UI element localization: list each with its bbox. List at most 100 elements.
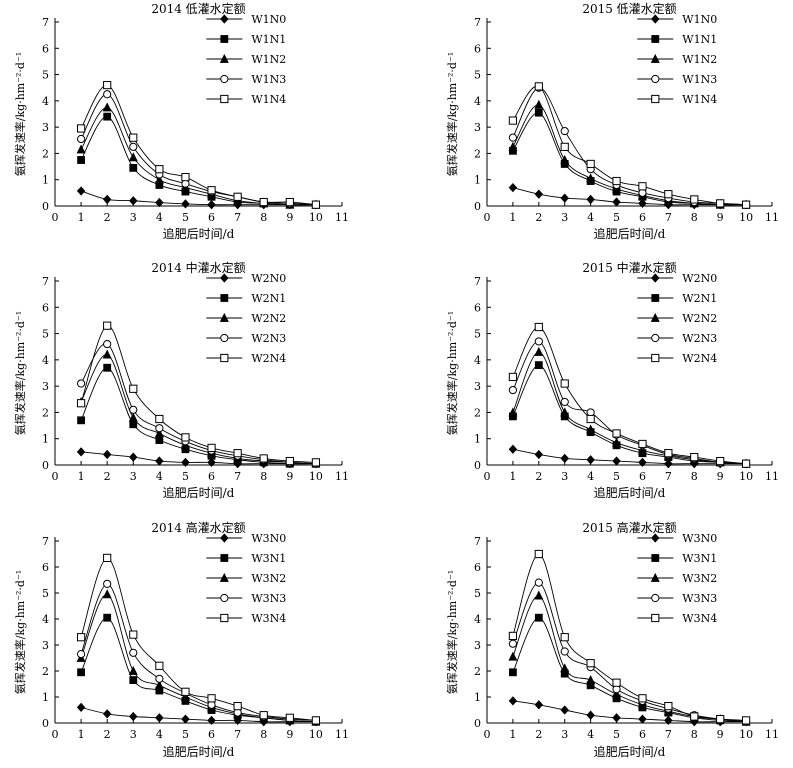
- legend-label: W2N2: [682, 312, 717, 325]
- series-W3N2: [76, 589, 321, 726]
- data-point: [508, 133, 518, 142]
- data-point: [508, 385, 518, 395]
- y-tick-label: 6: [474, 42, 481, 55]
- series-line: [512, 341, 747, 465]
- x-tick-label: 5: [613, 211, 620, 224]
- y-tick-label: 2: [474, 665, 481, 678]
- data-point: [129, 133, 138, 142]
- x-tick-label: 9: [286, 728, 293, 741]
- data-point: [586, 194, 595, 205]
- data-point: [128, 665, 138, 675]
- data-point: [586, 173, 596, 183]
- legend-marker: [651, 533, 660, 543]
- data-point: [76, 124, 86, 133]
- data-point: [638, 439, 647, 449]
- data-point: [716, 715, 725, 724]
- series-W2N2: [76, 349, 321, 468]
- data-point: [155, 424, 164, 433]
- data-point: [560, 453, 569, 464]
- legend-item: W1N2: [206, 53, 286, 66]
- data-point: [534, 549, 543, 559]
- legend-item: W1N1: [637, 33, 717, 46]
- x-tick-label: 6: [208, 728, 215, 741]
- data-point: [285, 456, 294, 466]
- y-tick-label: 3: [42, 639, 49, 652]
- data-point: [586, 424, 596, 434]
- data-point: [586, 675, 596, 685]
- legend-item: W2N3: [637, 332, 717, 345]
- legend-item: W1N3: [637, 73, 717, 86]
- x-tick-label: 6: [639, 728, 646, 741]
- data-point: [103, 613, 112, 622]
- x-axis-label: 追肥后时间/d: [594, 485, 666, 500]
- data-point: [534, 578, 543, 587]
- y-tick-label: 7: [474, 535, 481, 548]
- data-point: [560, 397, 569, 407]
- y-tick-label: 0: [474, 459, 481, 472]
- data-point: [508, 141, 518, 151]
- x-tick-label: 4: [156, 470, 163, 483]
- legend-label: W2N0: [682, 272, 717, 285]
- x-tick-label: 5: [182, 728, 189, 741]
- data-point: [181, 457, 190, 468]
- legend-label: W1N1: [682, 33, 717, 46]
- data-point: [664, 190, 673, 199]
- data-point: [129, 648, 138, 657]
- legend-marker: [219, 572, 229, 582]
- data-point: [638, 694, 647, 703]
- x-tick-label: 11: [765, 728, 779, 741]
- data-point: [664, 449, 673, 458]
- data-point: [664, 459, 673, 469]
- x-tick-label: 11: [765, 211, 779, 224]
- legend: W3N0 W3N1 W3N2 W3N3 W3N4: [637, 532, 717, 625]
- data-point: [612, 429, 621, 438]
- x-tick-label: 5: [182, 211, 189, 224]
- legend-item: W1N2: [637, 53, 717, 66]
- series-W3N0: [76, 702, 321, 727]
- x-tick-label: 2: [104, 470, 111, 483]
- legend-label: W2N1: [682, 292, 717, 305]
- data-point: [534, 108, 543, 117]
- data-point: [586, 455, 595, 465]
- y-tick-label: 3: [474, 639, 481, 652]
- chart-title: 2015 高灌水定额: [582, 520, 676, 535]
- chart-title: 2015 低灌水定额: [582, 1, 676, 16]
- legend-label: W1N0: [251, 13, 286, 26]
- y-axis-label: 氨挥发速率/kg·hm⁻²·d⁻¹: [445, 311, 459, 435]
- series-line: [81, 451, 316, 465]
- y-tick-label: 0: [42, 459, 49, 472]
- legend-item: W1N4: [637, 93, 717, 106]
- data-point: [534, 82, 543, 91]
- legend-marker: [220, 35, 229, 43]
- data-point: [259, 711, 268, 720]
- legend-marker: [220, 533, 229, 543]
- y-tick-label: 4: [474, 95, 481, 108]
- x-tick-label: 7: [665, 211, 672, 224]
- x-tick-label: 1: [509, 470, 516, 483]
- data-point: [560, 126, 569, 136]
- data-point: [129, 630, 138, 639]
- data-point: [155, 165, 164, 174]
- data-point: [534, 337, 543, 346]
- series-line: [80, 706, 316, 723]
- legend-marker: [220, 613, 229, 623]
- series-line: [80, 106, 316, 206]
- x-tick-label: 3: [561, 211, 568, 224]
- data-point: [76, 379, 86, 388]
- x-tick-label: 2: [535, 211, 542, 224]
- data-point: [508, 116, 518, 125]
- y-tick-label: 7: [474, 275, 481, 288]
- y-tick-label: 4: [474, 613, 481, 626]
- x-tick-label: 8: [691, 470, 698, 483]
- series-line: [512, 326, 747, 465]
- data-point: [509, 668, 517, 677]
- legend-item: W1N4: [206, 93, 286, 106]
- series-W1N2: [76, 102, 321, 209]
- data-point: [586, 159, 595, 169]
- legend-label: W1N4: [682, 93, 717, 106]
- y-tick-label: 0: [474, 717, 481, 730]
